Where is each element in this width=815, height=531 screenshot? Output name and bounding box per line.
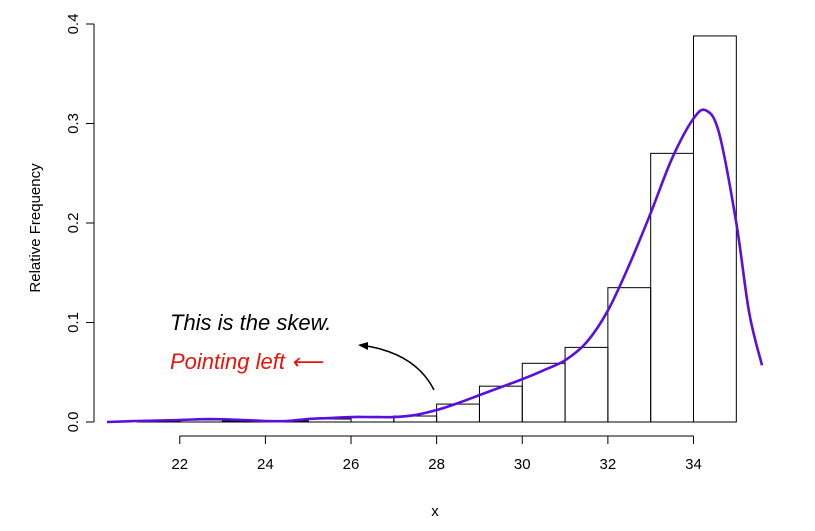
density-curve [106,108,764,424]
skew-annotation: This is the skew. [170,310,331,335]
y-axis-title: Relative Frequency [27,163,44,293]
histogram-bar [607,287,652,423]
histogram-bar [564,346,609,423]
histogram-bar [521,362,566,423]
y-tick-label: 0.1 [65,312,82,333]
y-tick-label: 0.0 [65,412,82,433]
pointing-left-annotation: Pointing left ⟵ [170,349,324,374]
x-tick-label: 34 [685,456,702,473]
x-tick-label: 32 [600,456,617,473]
y-tick-label: 0.4 [65,14,82,35]
y-tick-label: 0.2 [65,213,82,234]
y-axis: 0.0 0.1 0.2 0.3 0.4 [65,14,95,433]
y-tick-label: 0.3 [65,113,82,134]
x-tick-label: 26 [343,456,360,473]
annotation-arrow-head [358,342,368,350]
x-tick-label: 30 [514,456,531,473]
annotation-arrow [359,344,435,391]
histogram-bar [693,35,737,423]
x-tick-label: 28 [428,456,445,473]
x-axis: 22 24 26 28 30 32 34 [171,435,702,473]
x-tick-label: 24 [257,456,274,473]
x-axis-title: x [431,503,439,520]
x-tick-label: 22 [171,456,188,473]
